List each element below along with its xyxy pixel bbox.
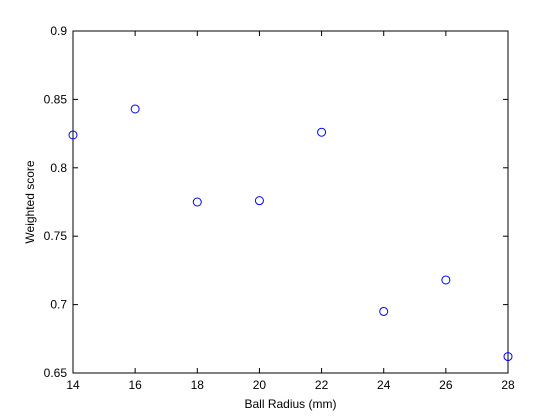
data-point: [68, 130, 78, 140]
data-points: [68, 104, 513, 362]
y-tick-label: 0.75: [44, 229, 68, 243]
x-tick-label: 22: [315, 378, 329, 392]
y-tick-label: 0.9: [50, 24, 67, 38]
data-point: [317, 127, 327, 137]
x-tick-label: 14: [66, 378, 80, 392]
x-tick-label: 26: [439, 378, 453, 392]
data-point: [254, 196, 264, 206]
x-tick-label: 16: [128, 378, 142, 392]
x-tick-label: 24: [377, 378, 391, 392]
x-tick-label: 18: [191, 378, 205, 392]
y-tick-label: 0.8: [50, 161, 67, 175]
x-tick-label: 20: [253, 378, 267, 392]
y-tick-label: 0.7: [50, 298, 67, 312]
data-point: [441, 275, 451, 285]
data-point: [379, 306, 389, 316]
y-axis: 0.65 0.7 0.75 0.8 0.85 0.9: [44, 24, 508, 380]
data-point: [503, 352, 513, 362]
plot-area: [72, 30, 509, 374]
data-point: [130, 104, 140, 114]
x-axis: 14 16 18 20 22 24 26 28: [66, 31, 515, 392]
x-axis-label: Ball Radius (mm): [244, 397, 336, 411]
y-tick-label: 0.65: [44, 366, 68, 380]
x-tick-label: 28: [501, 378, 515, 392]
data-point: [192, 197, 202, 207]
y-tick-label: 0.85: [44, 92, 68, 106]
y-axis-label: Weighted score: [23, 160, 37, 243]
